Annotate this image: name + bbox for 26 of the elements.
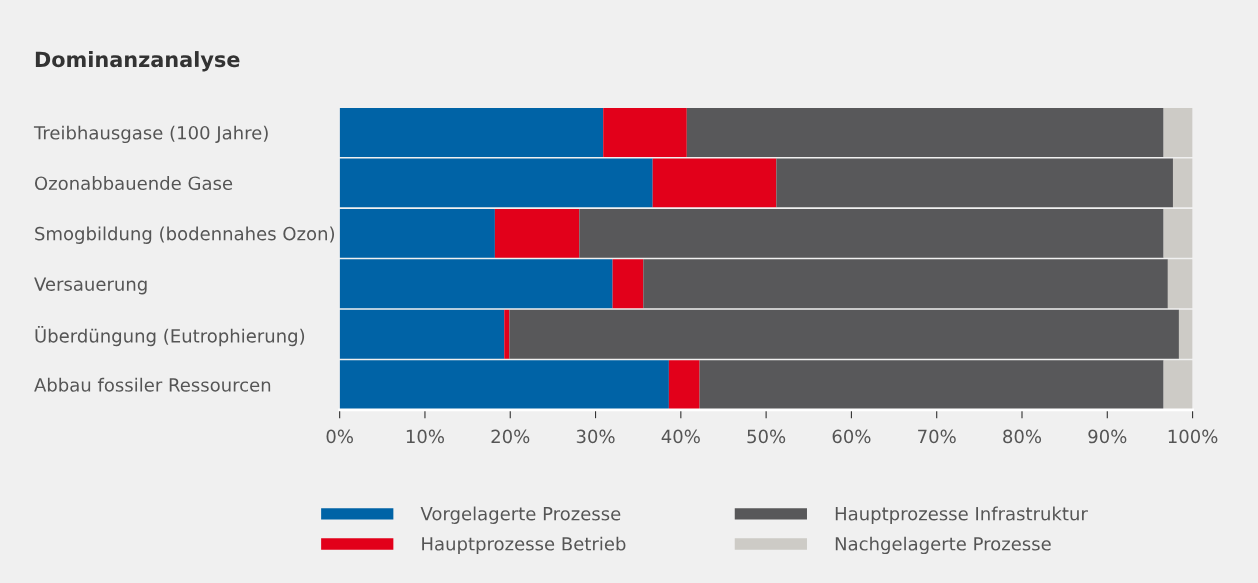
x-tick-label: 60% xyxy=(832,429,871,444)
bar xyxy=(494,208,580,258)
bar xyxy=(668,360,700,410)
x-tick-label: 100% xyxy=(1168,429,1218,444)
text: Dominanzanalyse xyxy=(35,51,240,72)
legend-label: Nachgelagerte Prozesse xyxy=(835,536,1051,555)
x-tick-label: 20% xyxy=(491,429,530,444)
x-tick-label: 30% xyxy=(576,429,615,444)
y-tick-label: Überdüngung (Eutrophierung) xyxy=(35,325,305,347)
y-tick-label: Abbau fossiler Ressourcen xyxy=(34,377,271,392)
y-tick-label: Treibhausgase (100 Jahre) xyxy=(33,125,268,144)
legend-label: Hauptprozesse Infrastruktur xyxy=(835,506,1088,524)
x-tick-label: 40% xyxy=(661,429,700,444)
y-tick-label: Ozonabbauende Gase xyxy=(34,176,233,191)
legend-label: Hauptprozesse Betrieb xyxy=(422,536,626,555)
x-tick-label: 90% xyxy=(1088,429,1127,444)
bar xyxy=(504,309,510,359)
bar xyxy=(612,259,644,309)
y-tick-label: Smogbildung (bodennahes Ozon) xyxy=(35,226,335,244)
legend-label: Vorgelagerte Prozesse xyxy=(420,506,621,524)
x-tick-label: 0% xyxy=(326,429,353,444)
x-tick-label: 80% xyxy=(1003,429,1042,444)
x-tick-label: 10% xyxy=(406,429,445,444)
x-tick-label: 70% xyxy=(918,429,956,444)
y-tick-label: Versauerung xyxy=(34,277,147,295)
x-tick-label: 50% xyxy=(747,429,786,444)
